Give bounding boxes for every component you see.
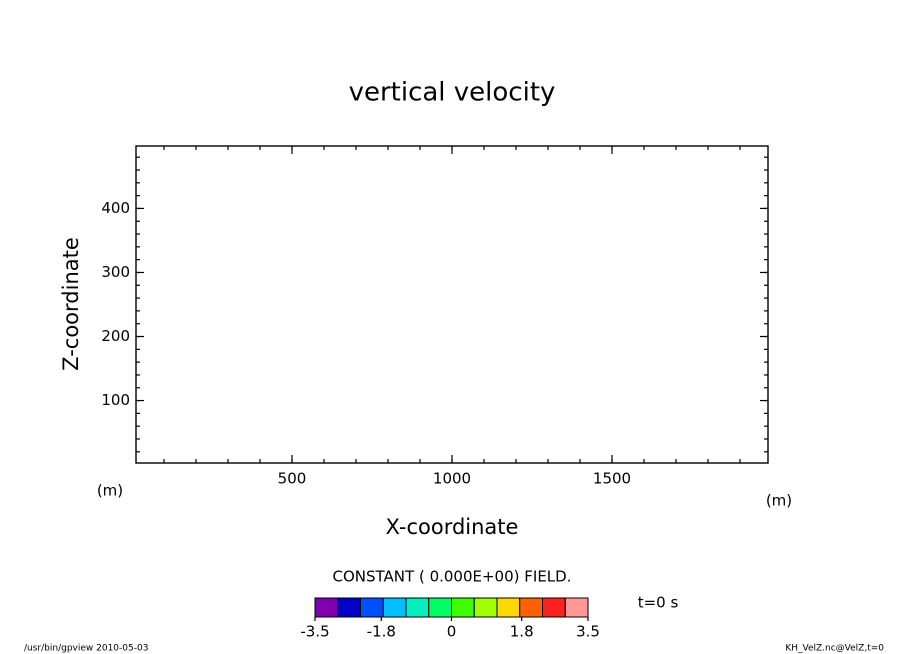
x-tick-label: 1000 — [433, 470, 471, 488]
x-axis-label: X-coordinate — [386, 515, 519, 539]
y-tick-label: 100 — [101, 391, 130, 409]
footer-left: /usr/bin/gpview 2010-05-03 — [24, 644, 148, 654]
y-tick-label: 300 — [101, 263, 130, 281]
x-tick-label: 1500 — [593, 470, 631, 488]
colorbar-cell — [519, 597, 543, 618]
y-tick-label: 200 — [101, 327, 130, 345]
colorbar-cell — [542, 597, 566, 618]
y-axis-label: Z-coordinate — [59, 237, 83, 371]
x-tick-label: 500 — [278, 470, 307, 488]
colorbar-cell — [405, 597, 430, 618]
colorbar-tick-label: 1.8 — [510, 623, 534, 641]
colorbar-cell — [451, 597, 475, 618]
colorbar-tick-label: -3.5 — [300, 623, 329, 641]
y-unit: (m) — [97, 482, 123, 500]
colorbar-cell — [314, 597, 339, 618]
footer-right: KH_VelZ.nc@VelZ,t=0 — [785, 644, 884, 654]
colorbar-tick-label: 3.5 — [576, 623, 600, 641]
colorbar-cell — [382, 597, 407, 618]
y-tick-label: 400 — [101, 199, 130, 217]
x-unit: (m) — [766, 492, 792, 510]
time-label: t=0 s — [638, 594, 679, 612]
colorbar-cell — [496, 597, 521, 618]
colorbar-cell — [360, 597, 384, 618]
colorbar-cell — [564, 597, 589, 618]
annotation: CONSTANT ( 0.000E+00) FIELD. — [333, 568, 572, 586]
chart-title: vertical velocity — [349, 78, 556, 108]
colorbar-cell — [473, 597, 498, 618]
colorbar-tick-label: 0 — [447, 623, 457, 641]
colorbar-tick-label: -1.8 — [367, 623, 396, 641]
colorbar-cell — [337, 597, 361, 618]
colorbar-cell — [428, 597, 452, 618]
